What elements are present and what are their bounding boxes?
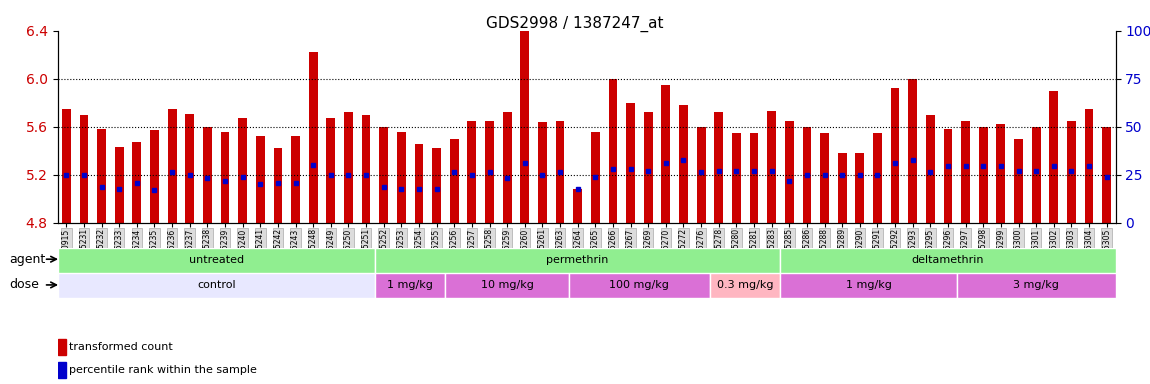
Bar bbox=[274, 148, 283, 223]
FancyBboxPatch shape bbox=[710, 273, 781, 298]
Bar bbox=[327, 118, 336, 223]
Bar bbox=[132, 142, 141, 223]
Bar bbox=[856, 153, 865, 223]
Bar bbox=[1014, 139, 1024, 223]
Bar bbox=[996, 124, 1005, 223]
Bar bbox=[944, 129, 952, 223]
FancyBboxPatch shape bbox=[375, 273, 445, 298]
FancyBboxPatch shape bbox=[445, 273, 569, 298]
Bar bbox=[784, 121, 794, 223]
Bar bbox=[926, 115, 935, 223]
Bar bbox=[58, 362, 67, 378]
Text: agent: agent bbox=[9, 253, 46, 266]
Text: 0.3 mg/kg: 0.3 mg/kg bbox=[716, 280, 774, 290]
Bar bbox=[485, 121, 494, 223]
Text: control: control bbox=[197, 280, 236, 290]
FancyBboxPatch shape bbox=[781, 273, 957, 298]
Bar bbox=[697, 127, 706, 223]
Bar bbox=[361, 115, 370, 223]
Bar bbox=[62, 109, 71, 223]
Bar bbox=[803, 127, 812, 223]
Bar bbox=[344, 113, 353, 223]
Bar bbox=[731, 133, 741, 223]
Bar bbox=[255, 136, 264, 223]
Bar bbox=[538, 122, 547, 223]
Bar bbox=[908, 79, 918, 223]
Bar bbox=[185, 114, 194, 223]
Bar bbox=[397, 132, 406, 223]
Bar bbox=[661, 85, 670, 223]
Bar bbox=[750, 133, 759, 223]
FancyBboxPatch shape bbox=[957, 273, 1116, 298]
Bar bbox=[767, 111, 776, 223]
Text: 3 mg/kg: 3 mg/kg bbox=[1013, 280, 1059, 290]
Text: untreated: untreated bbox=[189, 255, 244, 265]
FancyBboxPatch shape bbox=[58, 248, 375, 273]
Bar bbox=[238, 118, 247, 223]
FancyBboxPatch shape bbox=[58, 273, 375, 298]
Bar bbox=[58, 339, 67, 355]
FancyBboxPatch shape bbox=[375, 248, 781, 273]
Bar bbox=[573, 189, 582, 223]
Bar bbox=[820, 133, 829, 223]
Bar bbox=[591, 132, 600, 223]
FancyBboxPatch shape bbox=[569, 273, 710, 298]
FancyBboxPatch shape bbox=[781, 248, 1116, 273]
Bar bbox=[380, 127, 389, 223]
Text: 100 mg/kg: 100 mg/kg bbox=[610, 280, 669, 290]
Bar bbox=[1032, 127, 1041, 223]
Bar bbox=[168, 109, 177, 223]
Text: 1 mg/kg: 1 mg/kg bbox=[845, 280, 891, 290]
Text: 1 mg/kg: 1 mg/kg bbox=[388, 280, 434, 290]
Bar bbox=[308, 52, 317, 223]
Bar bbox=[1050, 91, 1058, 223]
Bar bbox=[115, 147, 124, 223]
Bar bbox=[644, 113, 653, 223]
Text: GDS2998 / 1387247_at: GDS2998 / 1387247_at bbox=[486, 15, 664, 31]
Bar bbox=[626, 103, 635, 223]
Bar bbox=[467, 121, 476, 223]
Bar bbox=[520, 31, 529, 223]
Bar bbox=[221, 132, 229, 223]
Text: percentile rank within the sample: percentile rank within the sample bbox=[69, 365, 256, 375]
Bar bbox=[1102, 127, 1111, 223]
Bar bbox=[503, 113, 512, 223]
Bar bbox=[714, 113, 723, 223]
Bar bbox=[414, 144, 423, 223]
Bar bbox=[837, 153, 846, 223]
Bar bbox=[555, 121, 565, 223]
Bar bbox=[291, 136, 300, 223]
Bar bbox=[202, 127, 212, 223]
Bar bbox=[608, 79, 618, 223]
Bar bbox=[432, 148, 442, 223]
Bar bbox=[873, 133, 882, 223]
Text: 10 mg/kg: 10 mg/kg bbox=[481, 280, 534, 290]
Text: deltamethrin: deltamethrin bbox=[912, 255, 984, 265]
Bar bbox=[450, 139, 459, 223]
Text: transformed count: transformed count bbox=[69, 342, 172, 352]
Bar bbox=[79, 115, 89, 223]
Bar bbox=[97, 129, 106, 223]
Bar bbox=[961, 121, 971, 223]
Bar bbox=[150, 130, 159, 223]
Text: permethrin: permethrin bbox=[546, 255, 608, 265]
Bar bbox=[1084, 109, 1094, 223]
Text: dose: dose bbox=[9, 278, 39, 291]
Bar bbox=[979, 127, 988, 223]
Bar bbox=[890, 88, 899, 223]
Bar bbox=[1067, 121, 1075, 223]
Bar bbox=[678, 105, 688, 223]
